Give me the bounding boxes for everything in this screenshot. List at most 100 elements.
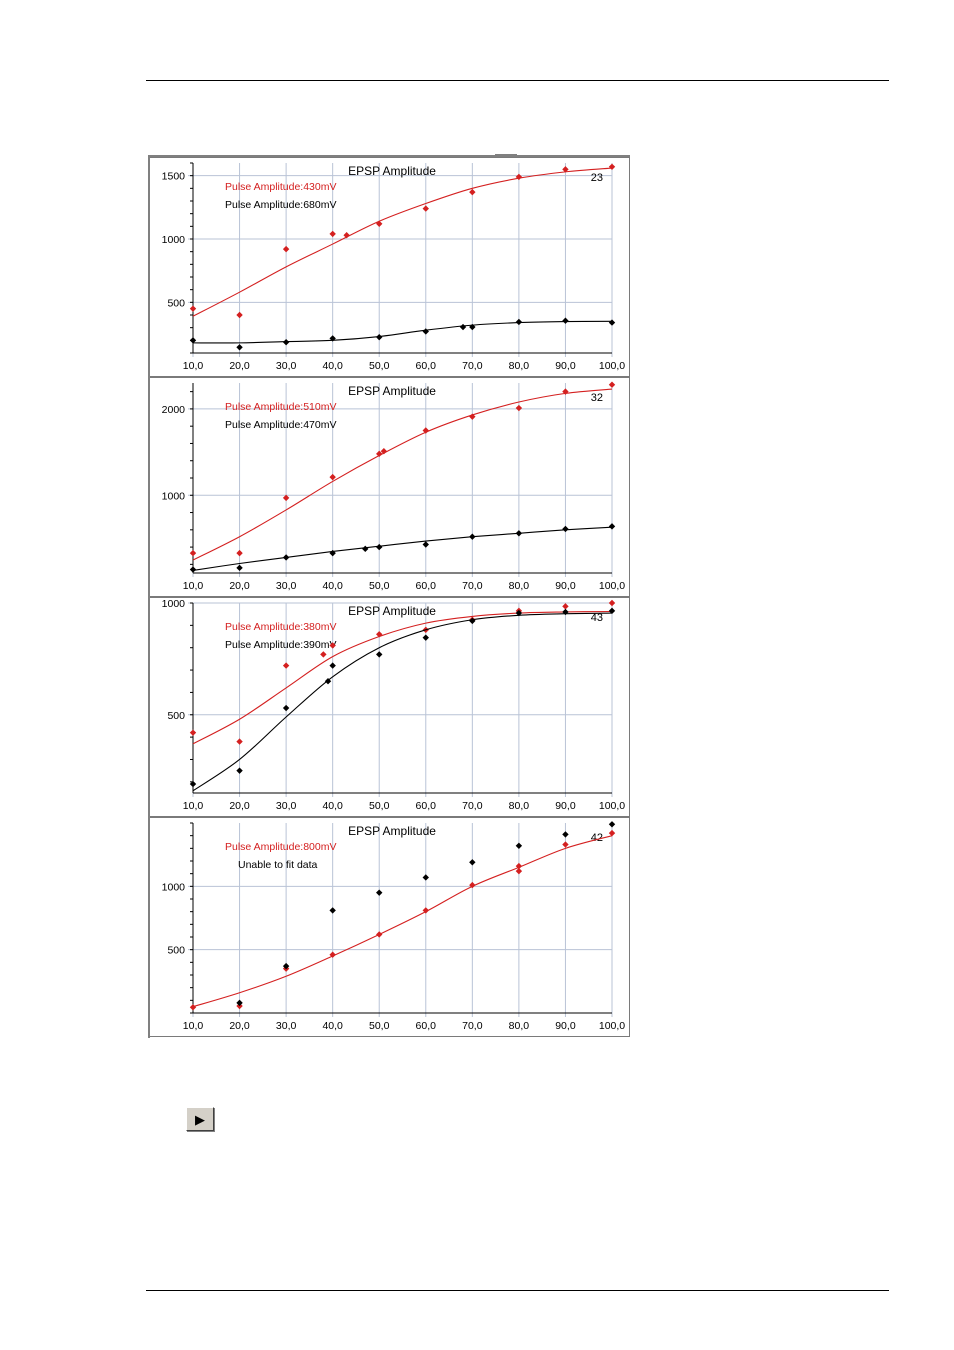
data-point (562, 317, 569, 324)
data-point (376, 631, 383, 638)
x-tick-label: 90,0 (555, 1020, 576, 1032)
x-tick-label: 50,0 (369, 580, 390, 592)
header-rule (146, 80, 889, 81)
data-point (515, 404, 523, 412)
data-point (329, 335, 336, 342)
data-point (376, 220, 383, 227)
legend-entry: Pulse Amplitude:390mV (225, 639, 336, 651)
x-tick-label: 60,0 (416, 360, 437, 372)
y-tick-label: 500 (167, 710, 185, 722)
x-tick-label: 10,0 (183, 800, 204, 812)
data-point (422, 427, 429, 434)
x-tick-label: 40,0 (322, 360, 343, 372)
x-tick-label: 90,0 (555, 800, 576, 812)
data-point (329, 642, 336, 649)
data-point (562, 608, 569, 616)
play-button[interactable]: ▶ (186, 1107, 214, 1131)
x-tick-label: 30,0 (276, 360, 297, 372)
x-tick-label: 20,0 (229, 360, 250, 372)
data-point (376, 651, 383, 658)
data-point (469, 859, 476, 866)
series-2 (189, 523, 616, 573)
x-tick-label: 20,0 (229, 800, 250, 812)
data-point (608, 607, 616, 615)
data-point (422, 874, 429, 881)
data-point (459, 323, 467, 331)
data-point (329, 230, 336, 238)
data-point (236, 311, 243, 319)
x-tick-label: 60,0 (416, 800, 437, 812)
data-point (282, 339, 290, 346)
data-point (515, 173, 523, 181)
y-tick-label: 1000 (162, 881, 186, 893)
data-point (282, 704, 290, 712)
y-tick-label: 1000 (162, 234, 186, 246)
y-tick-label: 1000 (162, 598, 186, 610)
chart-title: EPSP Amplitude (348, 824, 436, 838)
data-point (329, 473, 336, 481)
data-point (422, 634, 429, 641)
x-tick-label: 80,0 (509, 580, 530, 592)
series-1 (189, 381, 616, 561)
x-tick-label: 100,0 (599, 580, 625, 592)
data-point (608, 523, 616, 530)
data-point (329, 907, 336, 914)
data-point (376, 543, 383, 551)
data-point (608, 821, 616, 828)
data-point (515, 842, 523, 849)
series-2 (189, 607, 616, 792)
data-point (515, 530, 523, 537)
legend-entry: Pulse Amplitude:470mV (225, 419, 336, 431)
data-point (189, 780, 197, 788)
data-point (376, 333, 383, 341)
fit-curve (192, 610, 613, 745)
x-tick-label: 60,0 (416, 580, 437, 592)
data-point (562, 841, 569, 848)
y-tick-label: 1500 (162, 171, 186, 183)
x-tick-label: 100,0 (599, 1020, 625, 1032)
data-point (236, 549, 243, 557)
x-tick-label: 30,0 (276, 800, 297, 812)
x-tick-label: 70,0 (462, 800, 483, 812)
legend-entry: Pulse Amplitude:380mV (225, 621, 336, 633)
data-point (189, 305, 197, 312)
x-tick-label: 90,0 (555, 580, 576, 592)
y-tick-label: 500 (167, 297, 185, 309)
data-point (362, 545, 369, 553)
x-tick-label: 80,0 (509, 360, 530, 372)
x-tick-label: 50,0 (369, 1020, 390, 1032)
data-point (236, 738, 243, 745)
data-point (189, 729, 197, 736)
fit-curve (192, 835, 613, 1008)
data-point (189, 566, 197, 573)
x-tick-label: 70,0 (462, 360, 483, 372)
x-tick-label: 10,0 (183, 1020, 204, 1032)
x-tick-label: 10,0 (183, 580, 204, 592)
data-point (236, 999, 243, 1007)
data-point (562, 831, 569, 838)
x-tick-label: 40,0 (322, 1020, 343, 1032)
epsp-chart-3: 10,0 20,0 30,0 40,0 50,0 60,0 70,0 80,0 90,0 100,… (150, 597, 630, 817)
x-tick-label: 30,0 (276, 580, 297, 592)
x-tick-label: 50,0 (369, 360, 390, 372)
data-point (608, 381, 616, 388)
chart-count-label: 32 (591, 392, 603, 404)
footer-rule (146, 1290, 889, 1291)
epsp-chart-2: 10,0 20,0 30,0 40,0 50,0 60,0 70,0 80,0 90,0 100,… (150, 377, 630, 597)
data-point (422, 205, 429, 212)
data-point (515, 609, 523, 617)
fit-curve (192, 526, 613, 571)
data-point (469, 188, 476, 196)
epsp-chart-4: 10,0 20,0 30,0 40,0 50,0 60,0 70,0 80,0 90,0 100,… (150, 817, 630, 1037)
y-tick-label: 2000 (162, 404, 186, 416)
data-point (608, 319, 616, 326)
data-point (608, 163, 616, 170)
fit-curve (192, 388, 613, 561)
data-point (608, 599, 616, 607)
x-tick-label: 80,0 (509, 1020, 530, 1032)
chart-title: EPSP Amplitude (348, 604, 436, 618)
chart-count-label: 43 (591, 612, 603, 624)
series-1 (189, 829, 616, 1011)
x-tick-label: 20,0 (229, 1020, 250, 1032)
x-tick-label: 50,0 (369, 800, 390, 812)
